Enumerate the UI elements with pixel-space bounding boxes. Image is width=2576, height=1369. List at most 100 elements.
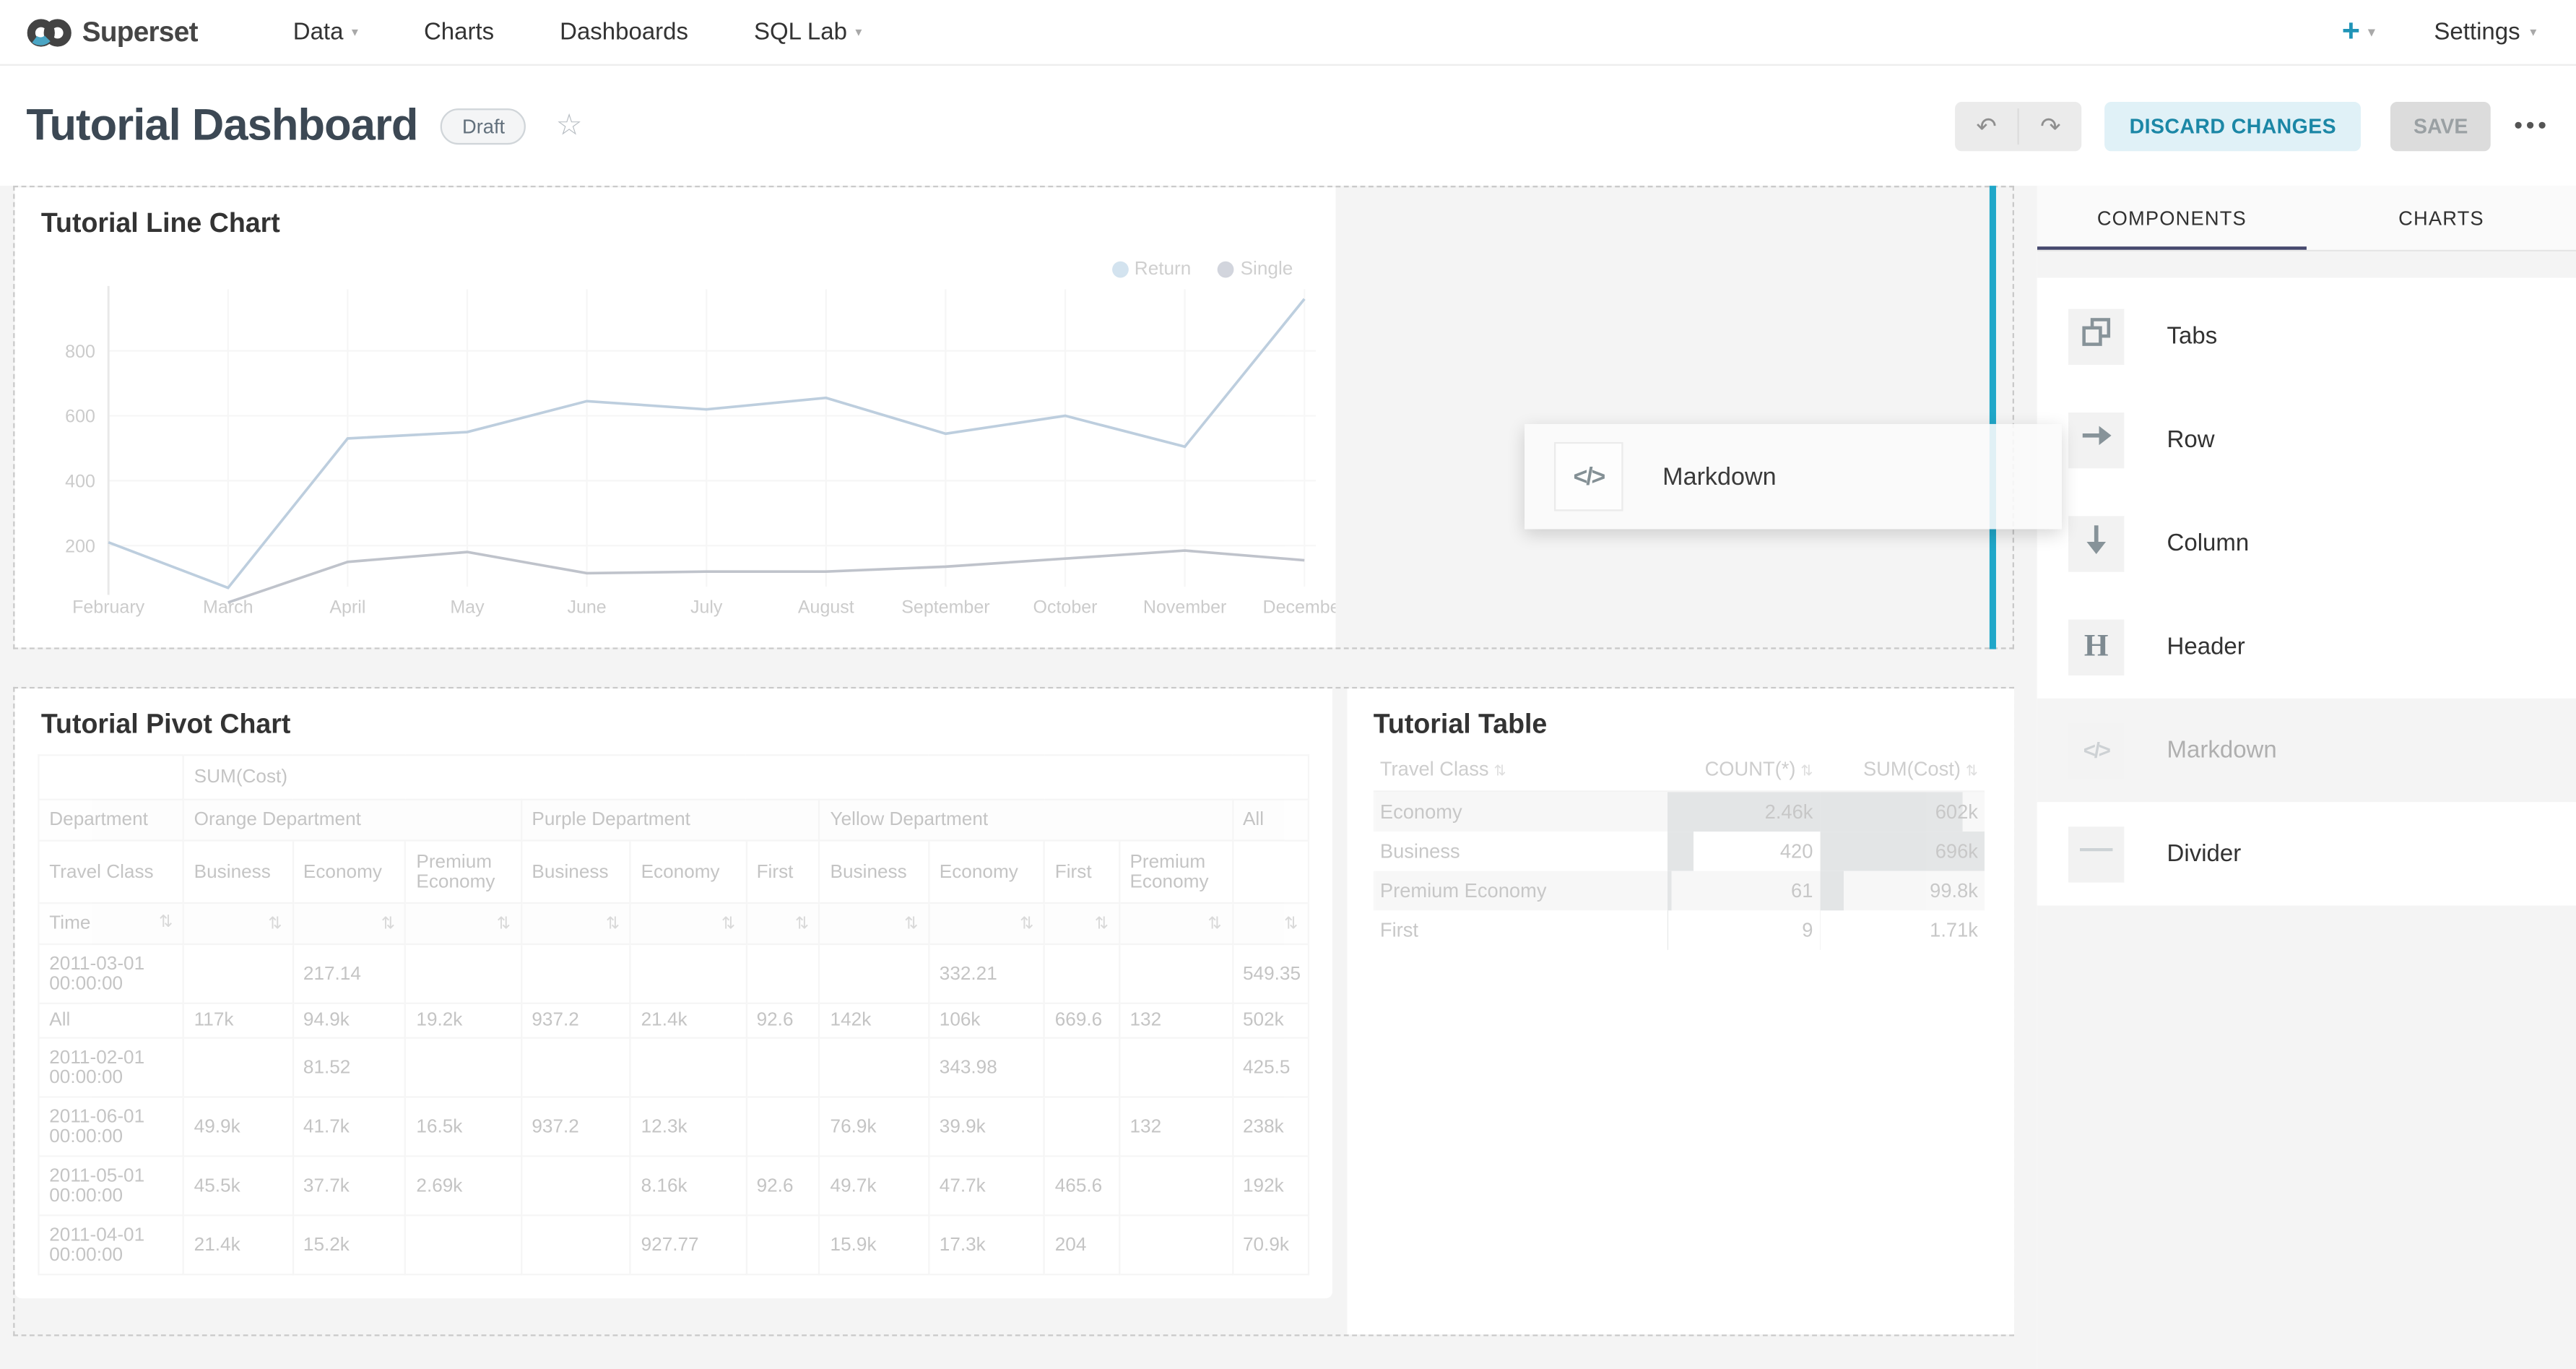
- sidebar-tab-strip: [2037, 251, 2576, 278]
- nav-item-dashboards[interactable]: Dashboards: [560, 19, 688, 45]
- svg-text:April: April: [329, 597, 365, 618]
- sort-icon[interactable]: ⇅: [904, 914, 919, 933]
- pivot-sort-cell[interactable]: ⇅: [1231, 902, 1310, 946]
- nav-menu: Data ▾ Charts Dashboards SQL Lab ▾: [293, 19, 862, 45]
- pivot-class-row: Travel Class Business Economy Premium Econo…: [38, 839, 1310, 904]
- pivot-sort-cell[interactable]: ⇅: [1043, 902, 1120, 946]
- sort-icon[interactable]: ⇅: [1493, 762, 1506, 779]
- page-title[interactable]: Tutorial Dashboard: [26, 100, 418, 150]
- table-column-header[interactable]: SUM(Cost) ⇅: [1819, 748, 1985, 793]
- markdown-drag-preview[interactable]: </> Markdown: [1525, 423, 2062, 530]
- pivot-sort-cell[interactable]: ⇅: [745, 902, 820, 946]
- legend-item-return[interactable]: Return: [1111, 259, 1191, 280]
- table-cell-travel-class: First: [1379, 918, 1418, 942]
- pivot-chart-card[interactable]: Tutorial Pivot Chart SUM(Cost) Department…: [14, 688, 1332, 1299]
- save-button[interactable]: SAVE: [2390, 100, 2492, 151]
- nav-item-data[interactable]: Data ▾: [293, 19, 358, 45]
- sidebar-item-tabs[interactable]: Tabs: [2037, 285, 2576, 388]
- pivot-column-header: First: [745, 839, 820, 904]
- settings-menu[interactable]: Settings ▾: [2434, 19, 2536, 45]
- pivot-value-cell: 39.9k: [927, 1096, 1046, 1157]
- table-cell-sum: 1.71k: [1819, 910, 1985, 950]
- line-chart-card[interactable]: Tutorial Line Chart 200 400 600 800 February…: [14, 187, 1336, 648]
- tab-charts[interactable]: CHARTS: [2398, 206, 2484, 230]
- table-column-header[interactable]: COUNT(*) ⇅: [1666, 748, 1820, 793]
- pivot-value-cell: [520, 1214, 631, 1276]
- pivot-value-cell: [520, 1037, 631, 1098]
- svg-text:February: February: [72, 597, 145, 618]
- sort-icon[interactable]: ⇅: [381, 914, 395, 933]
- dashboard-header: Tutorial Dashboard Draft ☆ ↶ ↷ DISCARD C…: [0, 65, 2576, 186]
- tab-components[interactable]: COMPONENTS: [2037, 186, 2307, 250]
- sidebar-item-column[interactable]: Column: [2037, 491, 2576, 595]
- superset-logo[interactable]: Superset: [26, 16, 198, 48]
- nav-right: + ▾ Settings ▾: [2342, 14, 2537, 50]
- pivot-sort-cell[interactable]: ⇅: [520, 902, 631, 946]
- legend-item-single[interactable]: Single: [1217, 259, 1293, 280]
- pivot-sort-cell[interactable]: ⇅: [818, 902, 930, 946]
- undo-button[interactable]: ↶: [1955, 101, 2017, 150]
- pivot-column-header: Economy: [927, 839, 1046, 904]
- pivot-sort-cell[interactable]: ⇅: [404, 902, 522, 946]
- pivot-value-cell: 106k: [927, 1002, 1046, 1039]
- sort-icon[interactable]: ⇅: [159, 913, 173, 932]
- discard-changes-button[interactable]: DISCARD CHANGES: [2104, 100, 2362, 151]
- redo-button[interactable]: ↷: [2019, 101, 2081, 150]
- pivot-value-cell: 15.2k: [291, 1214, 407, 1276]
- sort-icon[interactable]: ⇅: [1207, 914, 1222, 933]
- sort-icon[interactable]: ⇅: [1800, 762, 1813, 779]
- table-cell-count: 61: [1666, 871, 1820, 911]
- more-options-icon[interactable]: •••: [2514, 111, 2550, 140]
- dashboard-row-2[interactable]: Tutorial Pivot Chart SUM(Cost) Department…: [13, 686, 2014, 1336]
- legend-dot-icon: [1217, 261, 1234, 278]
- pivot-value-cell: 117k: [182, 1002, 294, 1039]
- sort-icon[interactable]: ⇅: [268, 914, 282, 933]
- pivot-table: SUM(Cost) Department Orange Department Purp…: [38, 754, 1310, 1276]
- button-divider: [2017, 108, 2020, 144]
- sort-icon[interactable]: ⇅: [794, 914, 809, 933]
- pivot-sort-cell[interactable]: ⇅: [291, 902, 407, 946]
- pivot-time-header[interactable]: Time ⇅: [38, 902, 185, 946]
- pivot-sort-cell[interactable]: ⇅: [182, 902, 294, 946]
- dashboard-row-1[interactable]: Tutorial Line Chart 200 400 600 800 February…: [13, 186, 2014, 649]
- svg-text:August: August: [798, 597, 854, 618]
- svg-text:800: 800: [65, 342, 95, 362]
- pivot-sort-cell[interactable]: ⇅: [629, 902, 747, 946]
- pivot-value-cell: [404, 943, 522, 1004]
- pivot-sort-cell[interactable]: ⇅: [1118, 902, 1233, 946]
- nav-item-charts[interactable]: Charts: [424, 19, 494, 45]
- sidebar-item-markdown[interactable]: </> Markdown: [2037, 698, 2576, 803]
- sort-icon[interactable]: ⇅: [605, 914, 620, 933]
- redo-icon: ↷: [2040, 112, 2061, 141]
- pivot-value-cell: [818, 1037, 930, 1098]
- builder-sidebar: COMPONENTS CHARTS Tabs Row Column H Header </>…: [2037, 186, 2576, 1369]
- sidebar-item-header[interactable]: H Header: [2037, 595, 2576, 699]
- sort-icon[interactable]: ⇅: [1020, 914, 1034, 933]
- chart-title: Tutorial Table: [1373, 709, 1548, 740]
- sidebar-item-row[interactable]: Row: [2037, 388, 2576, 491]
- sort-icon[interactable]: ⇅: [496, 914, 511, 933]
- pivot-value-cell: [404, 1214, 522, 1276]
- settings-label: Settings: [2434, 19, 2520, 46]
- sort-icon[interactable]: ⇅: [1094, 914, 1109, 933]
- nav-item-sql-lab[interactable]: SQL Lab ▾: [754, 19, 862, 45]
- pivot-value-cell: 549.35: [1231, 943, 1310, 1004]
- sort-icon[interactable]: ⇅: [1965, 762, 1978, 779]
- favorite-star-icon[interactable]: ☆: [555, 108, 583, 142]
- new-item-button[interactable]: + ▾: [2342, 14, 2375, 50]
- sidebar-item-divider[interactable]: Divider: [2037, 802, 2576, 905]
- markdown-icon: </>: [2083, 738, 2111, 763]
- pivot-value-cell: [1118, 1037, 1233, 1098]
- pivot-sort-cell[interactable]: ⇅: [927, 902, 1046, 946]
- sort-icon[interactable]: ⇅: [721, 914, 736, 933]
- table-row[interactable]: Business 420 696k: [1374, 832, 1985, 871]
- table-chart-card[interactable]: Tutorial Table Travel Class ⇅ COUNT(*) ⇅ SUM…: [1347, 688, 2014, 1335]
- table-column-header[interactable]: Travel Class ⇅: [1373, 748, 1667, 793]
- table-row[interactable]: Premium Economy 61 99.8k: [1373, 871, 1985, 911]
- sort-icon[interactable]: ⇅: [1284, 914, 1298, 933]
- pivot-value-cell: 937.2: [520, 1096, 631, 1157]
- table-row[interactable]: First 9 1.71k: [1374, 910, 1985, 950]
- pivot-value-cell: 17.3k: [927, 1214, 1046, 1276]
- pivot-value-cell: [182, 943, 294, 1004]
- table-row[interactable]: Economy 2.46k 602k: [1373, 791, 1985, 832]
